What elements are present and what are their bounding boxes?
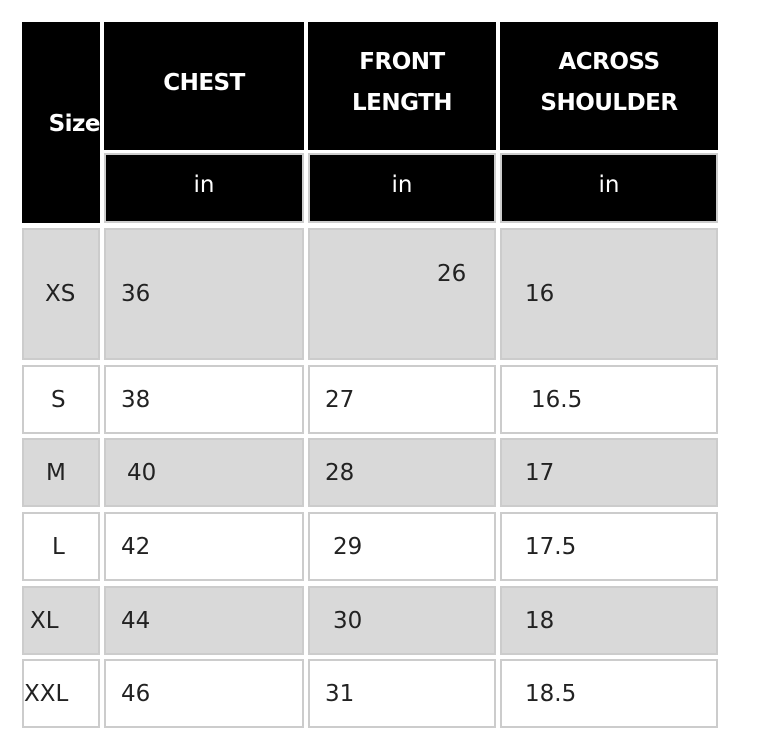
cell-size-value: XXL xyxy=(24,680,69,707)
cell-chest xyxy=(104,659,304,728)
cell-front-value: 27 xyxy=(325,386,355,413)
cell-chest-value: 40 xyxy=(127,459,157,486)
cell-front xyxy=(308,512,496,581)
header-across-line2: SHOULDER xyxy=(540,90,678,116)
cell-chest-value: 46 xyxy=(121,680,151,707)
cell-front-value: 30 xyxy=(333,607,363,634)
unit-chest: in xyxy=(104,153,304,223)
cell-size-value: L xyxy=(52,533,65,560)
cell-size-value: XS xyxy=(45,281,76,307)
cell-across xyxy=(500,512,718,581)
cell-front-value: 26 xyxy=(437,261,467,287)
unit-label: in xyxy=(193,172,215,198)
cell-chest-value: 44 xyxy=(121,607,151,634)
header-across-line1: ACROSS xyxy=(558,49,660,75)
cell-across xyxy=(500,659,718,728)
cell-front xyxy=(308,586,496,655)
cell-chest-value: 36 xyxy=(121,281,151,307)
cell-across xyxy=(500,365,718,434)
unit-label: in xyxy=(391,172,413,198)
cell-front xyxy=(308,659,496,728)
cell-across-value: 17 xyxy=(525,459,555,486)
header-front-line2: LENGTH xyxy=(351,90,453,116)
cell-size xyxy=(22,365,100,434)
header-across-shoulder: ACROSS SHOULDER xyxy=(500,22,718,150)
cell-across xyxy=(500,228,718,360)
cell-across-value: 16.5 xyxy=(531,386,583,413)
cell-across xyxy=(500,586,718,655)
cell-front-value: 28 xyxy=(325,459,355,486)
cell-size xyxy=(22,586,100,655)
unit-across-shoulder: in xyxy=(500,153,718,223)
cell-across xyxy=(500,438,718,507)
header-front-line1: FRONT xyxy=(359,49,445,75)
cell-across-value: 18 xyxy=(525,607,555,634)
unit-front-length: in xyxy=(308,153,496,223)
header-size-label: Size xyxy=(48,111,101,137)
cell-chest xyxy=(104,228,304,360)
cell-front-value: 29 xyxy=(333,533,363,560)
cell-chest xyxy=(104,438,304,507)
header-front-length: FRONT LENGTH xyxy=(308,22,496,150)
cell-chest xyxy=(104,512,304,581)
cell-size xyxy=(22,512,100,581)
cell-across-value: 18.5 xyxy=(525,680,577,707)
cell-across-value: 16 xyxy=(525,281,555,307)
cell-size xyxy=(22,659,100,728)
header-size: Size xyxy=(22,22,101,223)
cell-chest xyxy=(104,365,304,434)
cell-size-value: M xyxy=(46,459,66,486)
cell-front xyxy=(308,365,496,434)
cell-across-value: 17.5 xyxy=(525,533,577,560)
cell-size xyxy=(22,438,100,507)
cell-front xyxy=(308,438,496,507)
cell-size-value: XL xyxy=(30,607,59,634)
cell-chest xyxy=(104,586,304,655)
cell-size xyxy=(22,228,100,360)
cell-chest-value: 42 xyxy=(121,533,151,560)
header-chest-label: CHEST xyxy=(163,69,245,96)
unit-label: in xyxy=(598,172,620,198)
header-chest: CHEST xyxy=(104,22,304,150)
cell-size-value: S xyxy=(51,386,66,413)
cell-chest-value: 38 xyxy=(121,386,151,413)
cell-front-value: 31 xyxy=(325,680,355,707)
cell-front xyxy=(308,228,496,360)
